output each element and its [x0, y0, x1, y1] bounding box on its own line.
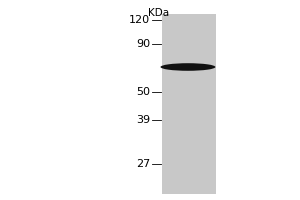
Text: 27: 27: [136, 159, 150, 169]
Ellipse shape: [160, 63, 215, 71]
Text: 120: 120: [129, 15, 150, 25]
Text: 39: 39: [136, 115, 150, 125]
Text: 50: 50: [136, 87, 150, 97]
Text: 90: 90: [136, 39, 150, 49]
Text: KDa: KDa: [148, 8, 170, 18]
Bar: [162, 14, 216, 194]
